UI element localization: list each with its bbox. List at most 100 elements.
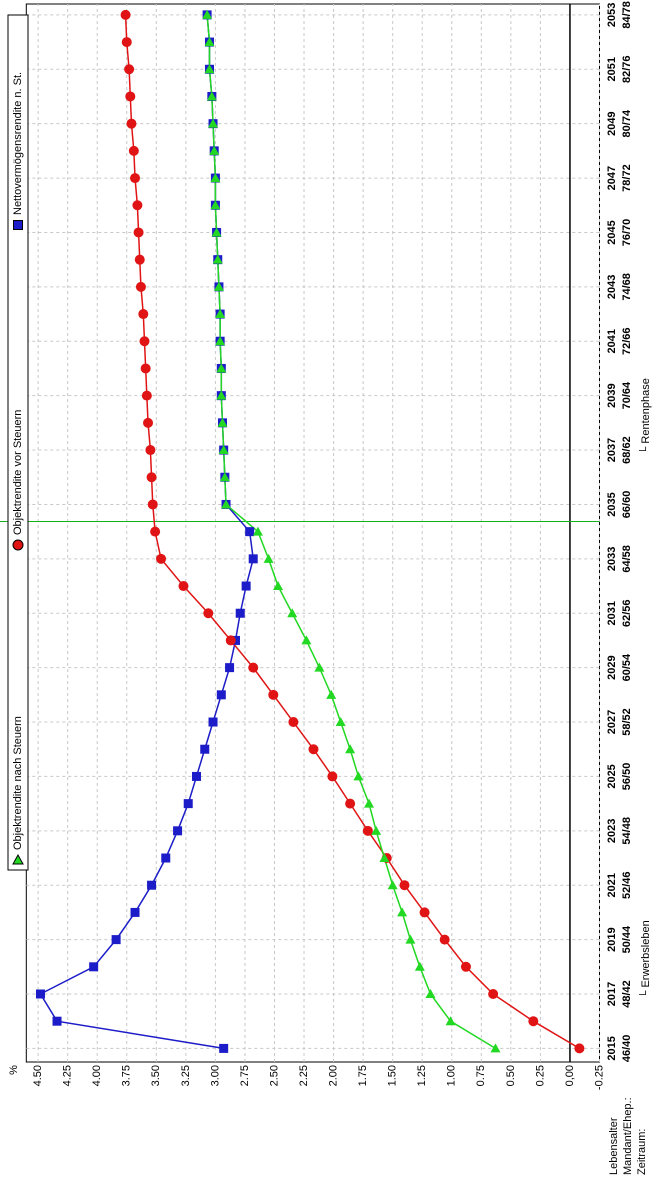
point <box>208 118 219 128</box>
x-tick-label: 2019 <box>606 927 618 951</box>
x-tick-label: 2049 <box>606 111 618 135</box>
phase-label: └ Rentenphase <box>638 378 652 454</box>
point <box>147 499 158 510</box>
legend-marker <box>13 220 23 230</box>
legend-marker <box>12 853 24 865</box>
point <box>364 798 375 808</box>
x-tick-label: 2047 <box>606 166 618 190</box>
legend-label: Objektrendite vor Steuern <box>12 410 24 535</box>
point <box>130 907 140 917</box>
x-tick-label: 2025 <box>606 764 618 788</box>
point <box>335 717 346 727</box>
age-label: 48/42 <box>621 980 633 1008</box>
y-tick-label: 4.25 <box>62 1065 74 1086</box>
point <box>405 934 416 944</box>
point <box>212 254 223 264</box>
point <box>314 662 325 672</box>
y-tick-label: 0,00 <box>564 1065 576 1086</box>
age-label: 84/78 <box>621 1 633 29</box>
point <box>371 825 382 835</box>
point <box>208 717 218 727</box>
point <box>326 689 337 699</box>
point <box>387 880 398 890</box>
point <box>215 309 226 319</box>
point <box>203 608 214 619</box>
x-tick-label: 2041 <box>606 329 618 353</box>
point <box>145 445 156 456</box>
y-tick-label: 3.25 <box>180 1065 192 1086</box>
point <box>135 281 146 292</box>
row-label: Zeitraum: <box>636 1129 648 1175</box>
point <box>241 581 251 591</box>
age-label: 72/66 <box>621 327 633 355</box>
point <box>488 989 499 1000</box>
y-tick-label: 4.50 <box>32 1065 44 1086</box>
plot-area <box>25 3 601 1063</box>
point <box>138 309 149 320</box>
x-tick-label: 2021 <box>606 873 618 897</box>
point <box>178 581 189 592</box>
y-tick-label: 1.50 <box>387 1065 399 1086</box>
point <box>345 798 356 809</box>
y-tick-label: 1.00 <box>446 1065 458 1086</box>
age-label: 46/40 <box>621 1035 633 1063</box>
point <box>124 64 135 75</box>
point <box>362 825 373 836</box>
y-tick-label: 2.00 <box>327 1065 339 1086</box>
point <box>140 363 151 374</box>
point <box>120 9 131 20</box>
point <box>235 608 245 618</box>
x-tick-label: 2029 <box>606 655 618 679</box>
point <box>147 880 157 890</box>
age-label: 70/64 <box>621 381 633 409</box>
age-label: 66/60 <box>621 491 633 519</box>
point <box>217 417 228 427</box>
x-tick-label: 2031 <box>606 601 618 625</box>
point <box>204 37 215 47</box>
y-tick-label: -0.25 <box>593 1065 605 1090</box>
y-tick-label: 1.75 <box>357 1065 369 1086</box>
age-label: 54/48 <box>621 817 633 845</box>
point <box>245 527 255 537</box>
point <box>200 744 210 754</box>
age-label: 58/52 <box>621 708 633 736</box>
age-label: 78/72 <box>621 164 633 192</box>
point <box>146 472 157 483</box>
point <box>345 744 356 754</box>
phase-label: └ Erwerbsleben <box>638 920 652 998</box>
point <box>52 1016 62 1026</box>
point <box>490 1043 501 1053</box>
x-tick-label: 2017 <box>606 982 618 1006</box>
x-tick-label: 2043 <box>606 275 618 299</box>
point <box>397 907 408 917</box>
x-tick-label: 2053 <box>606 3 618 27</box>
point <box>216 363 227 373</box>
point <box>574 1043 585 1054</box>
point <box>210 200 221 210</box>
point <box>35 989 45 999</box>
age-label: 52/46 <box>621 871 633 899</box>
y-tick-label: 2.75 <box>239 1065 251 1086</box>
point <box>130 173 141 184</box>
point <box>128 145 139 156</box>
point <box>248 554 258 564</box>
point <box>273 581 284 591</box>
point <box>141 390 152 401</box>
point <box>528 1016 539 1027</box>
point <box>133 227 144 238</box>
age-label: 64/58 <box>621 545 633 573</box>
y-tick-label: 0.25 <box>534 1065 546 1086</box>
point <box>425 989 436 999</box>
point <box>327 771 338 782</box>
y-tick-label: 3.50 <box>150 1065 162 1086</box>
point <box>173 826 183 836</box>
point <box>202 9 213 19</box>
age-label: 76/70 <box>621 219 633 247</box>
point <box>216 390 227 400</box>
point <box>301 635 312 645</box>
row-label: Mandant/Ehep.: <box>622 1097 634 1175</box>
point <box>156 553 167 564</box>
point <box>218 445 229 455</box>
